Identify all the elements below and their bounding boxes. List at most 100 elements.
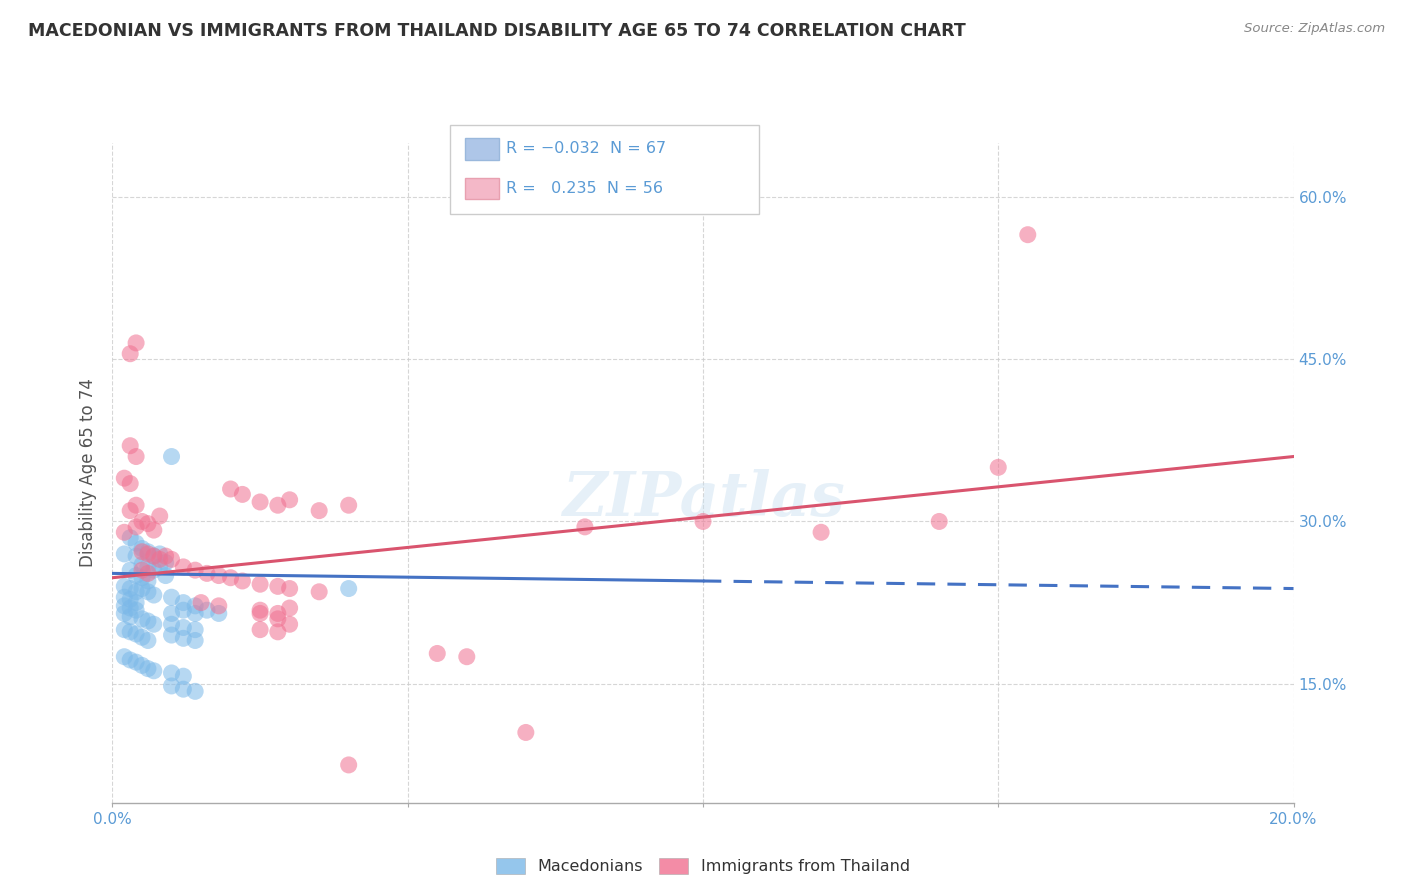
Point bbox=[184, 563, 207, 577]
Point bbox=[515, 725, 537, 739]
Text: R = −0.032  N = 67: R = −0.032 N = 67 bbox=[506, 142, 666, 156]
Point bbox=[160, 617, 183, 632]
Point bbox=[125, 335, 148, 350]
Point bbox=[928, 515, 950, 529]
Point bbox=[160, 552, 183, 566]
Point bbox=[337, 498, 360, 512]
Point bbox=[692, 515, 714, 529]
Point bbox=[172, 603, 194, 617]
Point bbox=[125, 603, 148, 617]
Point bbox=[267, 579, 290, 593]
Point bbox=[136, 516, 159, 531]
Point bbox=[142, 664, 165, 678]
Point bbox=[112, 623, 135, 637]
Point bbox=[131, 612, 153, 626]
Point bbox=[219, 571, 242, 585]
Point bbox=[149, 547, 172, 561]
Point bbox=[112, 547, 135, 561]
Point bbox=[120, 503, 142, 517]
Point bbox=[125, 536, 148, 550]
Point bbox=[249, 577, 271, 591]
Point bbox=[120, 653, 142, 667]
Point bbox=[120, 563, 142, 577]
Point bbox=[184, 633, 207, 648]
Point bbox=[149, 552, 172, 566]
Point bbox=[136, 614, 159, 628]
Point bbox=[125, 549, 148, 563]
Point bbox=[231, 574, 253, 588]
Point bbox=[131, 571, 153, 585]
Point bbox=[278, 617, 301, 632]
Point bbox=[131, 582, 153, 596]
Point bbox=[160, 591, 183, 605]
Point bbox=[120, 347, 142, 361]
Point bbox=[120, 439, 142, 453]
Point bbox=[131, 630, 153, 644]
Point bbox=[131, 541, 153, 556]
Point bbox=[112, 525, 135, 540]
Point bbox=[136, 545, 159, 559]
Point bbox=[208, 568, 231, 582]
Point bbox=[112, 471, 135, 485]
Point bbox=[184, 599, 207, 613]
Point bbox=[231, 487, 253, 501]
Point bbox=[249, 603, 271, 617]
Point bbox=[172, 596, 194, 610]
Point bbox=[136, 560, 159, 574]
Point bbox=[195, 603, 218, 617]
Point bbox=[149, 560, 172, 574]
Point bbox=[810, 525, 832, 540]
Point bbox=[208, 599, 231, 613]
Point bbox=[208, 607, 231, 621]
Point bbox=[155, 556, 177, 570]
Point bbox=[125, 568, 148, 582]
Point bbox=[136, 662, 159, 676]
Text: ZIPatlas: ZIPatlas bbox=[561, 469, 845, 529]
Text: MACEDONIAN VS IMMIGRANTS FROM THAILAND DISABILITY AGE 65 TO 74 CORRELATION CHART: MACEDONIAN VS IMMIGRANTS FROM THAILAND D… bbox=[28, 22, 966, 40]
Point bbox=[136, 574, 159, 588]
Point bbox=[112, 649, 135, 664]
Point bbox=[426, 647, 449, 661]
Point bbox=[160, 450, 183, 464]
Point bbox=[172, 682, 194, 697]
Point bbox=[267, 498, 290, 512]
Point bbox=[249, 623, 271, 637]
Point bbox=[249, 495, 271, 509]
Point bbox=[190, 596, 212, 610]
Point bbox=[149, 509, 172, 524]
Point bbox=[142, 588, 165, 602]
Point bbox=[1017, 227, 1039, 242]
Point bbox=[112, 599, 135, 613]
Point bbox=[136, 633, 159, 648]
Point bbox=[172, 632, 194, 646]
Point bbox=[120, 582, 142, 596]
Point bbox=[456, 649, 478, 664]
Point bbox=[172, 560, 194, 574]
Point bbox=[120, 476, 142, 491]
Legend: Macedonians, Immigrants from Thailand: Macedonians, Immigrants from Thailand bbox=[489, 851, 917, 880]
Point bbox=[278, 601, 301, 615]
Point bbox=[112, 579, 135, 593]
Point bbox=[184, 684, 207, 698]
Point bbox=[125, 450, 148, 464]
Text: Source: ZipAtlas.com: Source: ZipAtlas.com bbox=[1244, 22, 1385, 36]
Point bbox=[131, 545, 153, 559]
Point bbox=[131, 658, 153, 673]
Point bbox=[160, 628, 183, 642]
Point bbox=[160, 679, 183, 693]
Y-axis label: Disability Age 65 to 74: Disability Age 65 to 74 bbox=[79, 378, 97, 567]
Point bbox=[120, 624, 142, 639]
Point bbox=[142, 549, 165, 563]
Point bbox=[184, 607, 207, 621]
Point bbox=[120, 531, 142, 545]
Point bbox=[142, 617, 165, 632]
Point bbox=[112, 591, 135, 605]
Point bbox=[125, 627, 148, 641]
Point bbox=[131, 558, 153, 572]
Point bbox=[160, 665, 183, 680]
Point bbox=[172, 620, 194, 634]
Point bbox=[267, 607, 290, 621]
Point bbox=[142, 549, 165, 563]
Point bbox=[155, 568, 177, 582]
Point bbox=[125, 596, 148, 610]
